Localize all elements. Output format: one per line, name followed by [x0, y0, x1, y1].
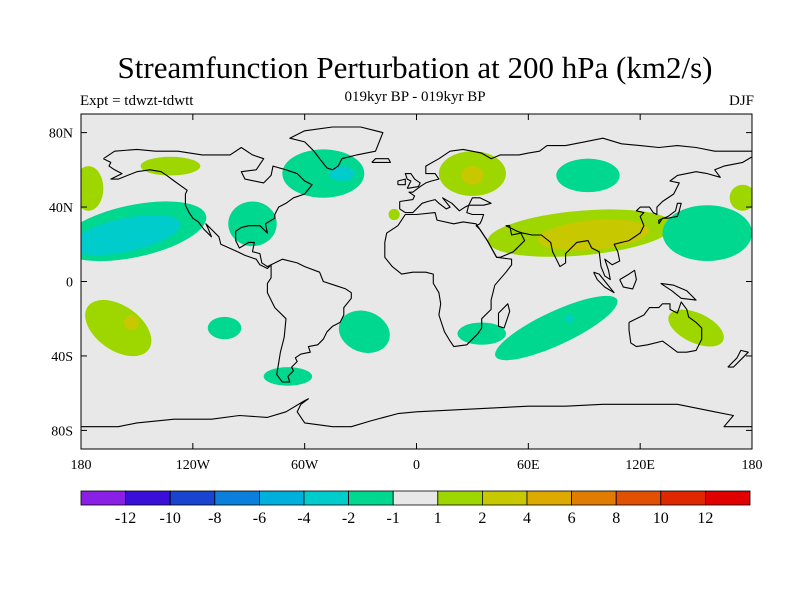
colorbar-swatch-14 [705, 490, 751, 506]
field-region-13 [461, 166, 484, 185]
colorbar-label-7: 1 [434, 510, 442, 527]
colorbar-label-9: 4 [523, 510, 531, 527]
y-tick-label-2: 0 [66, 276, 73, 291]
colorbar-label-4: -4 [297, 510, 310, 527]
colorbar-swatch-10 [526, 490, 572, 506]
coastline-greenland [289, 126, 384, 171]
colorbar-label-13: 12 [697, 510, 713, 527]
y-tick-label-4: 80S [51, 424, 73, 439]
colorbar-swatch-3 [214, 490, 260, 506]
y-tick-label-1: 40N [49, 201, 73, 216]
colorbar-swatch-6 [348, 490, 394, 506]
coastline-south-america [266, 258, 352, 383]
field-region-19 [388, 208, 400, 221]
field-region-18 [140, 156, 201, 176]
x-tick-label-0: 180 [71, 458, 92, 473]
chart-title: Streamfunction Perturbation at 200 hPa (… [117, 50, 713, 85]
field-region-22 [81, 166, 104, 211]
x-tick-label-1: 120W [176, 458, 211, 473]
coastline-australia [628, 301, 703, 353]
colorbar-label-12: 10 [653, 510, 669, 527]
coastline-africa [384, 212, 513, 348]
colorbar-label-2: -8 [208, 510, 221, 527]
field-region-7 [457, 322, 506, 345]
experiment-label: Expt = tdwzt-tdwtt [80, 93, 194, 109]
field-layer [81, 149, 752, 386]
colorbar-swatch-0 [80, 490, 126, 506]
coastline-sumatra [593, 271, 615, 294]
coastline-iceland [371, 158, 391, 163]
x-tick-label-2: 60W [291, 458, 319, 473]
colorbar-swatch-7 [392, 490, 439, 506]
field-region-16 [328, 166, 355, 181]
colorbar-swatch-1 [125, 490, 171, 506]
y-tick-label-3: 40S [51, 350, 73, 365]
field-region-6 [565, 315, 574, 323]
colorbar-swatch-4 [258, 490, 305, 506]
y-tick-label-0: 80N [49, 127, 73, 142]
colorbar-label-1: -10 [160, 510, 181, 527]
field-region-4 [338, 310, 390, 353]
field-region-5 [495, 295, 618, 361]
colorbar: -12 -10 -8 -6 -4 -2 -1 1 2 4 6 8 10 12 [80, 490, 751, 527]
coastline-new-guinea [660, 282, 697, 301]
coastline-japan [658, 202, 682, 225]
x-tick-label-6: 180 [742, 458, 763, 473]
colorbar-label-0: -12 [115, 510, 136, 527]
x-tick-label-3: 0 [413, 458, 420, 473]
x-tick-label-4: 60E [517, 458, 540, 473]
field-region-21 [81, 214, 181, 256]
coastline-eurasia [399, 137, 752, 281]
colorbar-swatch-8 [437, 490, 483, 506]
colorbar-label-11: 8 [612, 510, 620, 527]
field-region-11 [662, 205, 752, 262]
axis-layer: 180 120W 60W 0 60E 120E 180 80N 40N 0 40S 80S [49, 114, 763, 473]
coastline-madagascar [497, 303, 511, 329]
field-region-17 [228, 201, 277, 247]
season-label: DJF [728, 93, 754, 109]
field-region-1 [123, 315, 139, 330]
field-region-2 [207, 316, 242, 340]
coastline-layer [81, 126, 752, 428]
coastline-borneo [619, 269, 637, 290]
coastline-new-zealand [727, 349, 749, 368]
coastline-britain [404, 173, 421, 189]
colorbar-swatch-9 [481, 490, 528, 506]
coastline-north-america [103, 146, 313, 270]
colorbar-label-5: -2 [342, 510, 355, 527]
colorbar-label-8: 2 [478, 510, 486, 527]
colorbar-label-6: -1 [387, 510, 400, 527]
colorbar-swatch-12 [615, 490, 662, 506]
field-region-8 [668, 309, 724, 347]
field-region-23 [729, 184, 752, 211]
colorbar-label-10: 6 [568, 510, 576, 527]
field-region-0 [85, 299, 152, 357]
chart-subtitle: 019kyr BP - 019kyr BP [344, 89, 486, 105]
colorbar-swatch-11 [571, 490, 617, 506]
field-region-14 [556, 158, 620, 193]
coastline-ireland [397, 178, 406, 186]
field-region-15 [282, 149, 365, 198]
colorbar-label-3: -6 [253, 510, 266, 527]
colorbar-swatch-2 [169, 490, 216, 506]
coastline-antarctica [81, 398, 752, 428]
x-tick-label-5: 120E [625, 458, 655, 473]
colorbar-swatch-13 [660, 490, 706, 506]
colorbar-swatch-5 [303, 490, 349, 506]
